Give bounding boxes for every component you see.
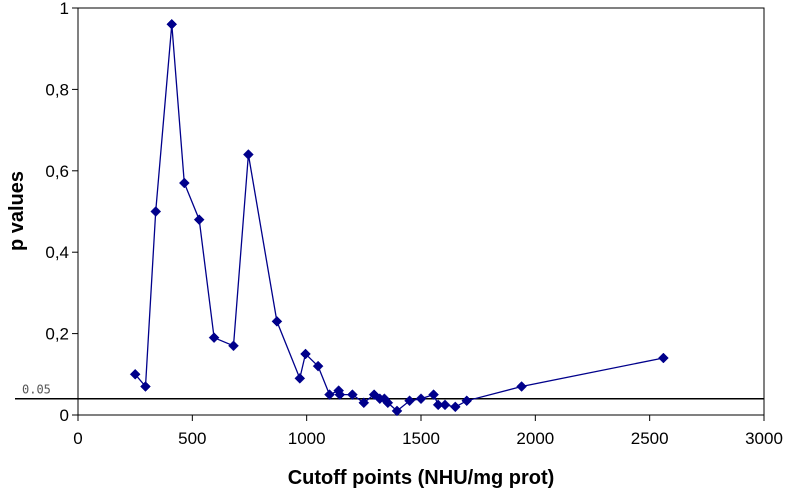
data-point-marker	[178, 177, 190, 189]
data-point-marker	[166, 18, 178, 30]
data-point-marker	[449, 401, 461, 413]
x-axis-title: Cutoff points (NHU/mg prot)	[288, 467, 555, 489]
data-point-marker	[428, 389, 439, 401]
data-point-marker	[271, 316, 283, 327]
x-axis: 0 500 1000 1500 2000 2500 3000	[73, 415, 783, 448]
data-point-marker	[461, 395, 473, 407]
data-point-marker	[208, 332, 220, 344]
series-group	[129, 18, 669, 417]
data-point-marker	[324, 389, 335, 401]
data-point-marker	[294, 373, 306, 384]
data-point-marker	[347, 389, 358, 401]
data-point-marker	[382, 397, 394, 409]
data-point-marker	[243, 149, 254, 160]
plot-area	[77, 7, 765, 416]
x-tick-label: 500	[178, 429, 206, 448]
data-point-marker	[193, 214, 205, 225]
x-tick-label: 1500	[402, 429, 440, 448]
data-point-marker	[312, 360, 324, 372]
reference-line-label: 0.05	[22, 383, 51, 397]
data-point-marker	[358, 397, 370, 409]
data-point-marker	[516, 381, 527, 392]
data-point-marker	[415, 393, 427, 405]
data-point-marker	[658, 352, 669, 364]
data-point-marker	[404, 395, 415, 407]
y-tick-label: 0,2	[45, 325, 69, 344]
data-point-marker	[300, 348, 311, 360]
x-tick-label: 0	[73, 429, 82, 448]
y-axis-title: p values	[6, 171, 28, 251]
y-tick-label: 0,8	[45, 80, 69, 99]
x-tick-label: 1000	[288, 429, 326, 448]
x-tick-label: 2500	[631, 429, 669, 448]
y-tick-label: 1	[60, 0, 69, 18]
x-tick-label: 2000	[516, 429, 554, 448]
x-tick-label: 3000	[745, 429, 783, 448]
y-tick-label: 0	[60, 406, 69, 425]
y-tick-label: 0,6	[45, 162, 69, 181]
data-point-marker	[391, 405, 403, 417]
data-point-marker	[140, 381, 151, 392]
data-point-marker	[129, 368, 141, 380]
data-point-marker	[150, 206, 162, 217]
data-point-marker	[334, 389, 346, 401]
y-tick-label: 0,4	[45, 243, 69, 262]
data-point-marker	[439, 399, 451, 411]
data-point-marker	[228, 340, 239, 352]
y-axis: 0 0,2 0,4 0,6 0,8 1	[45, 0, 78, 425]
